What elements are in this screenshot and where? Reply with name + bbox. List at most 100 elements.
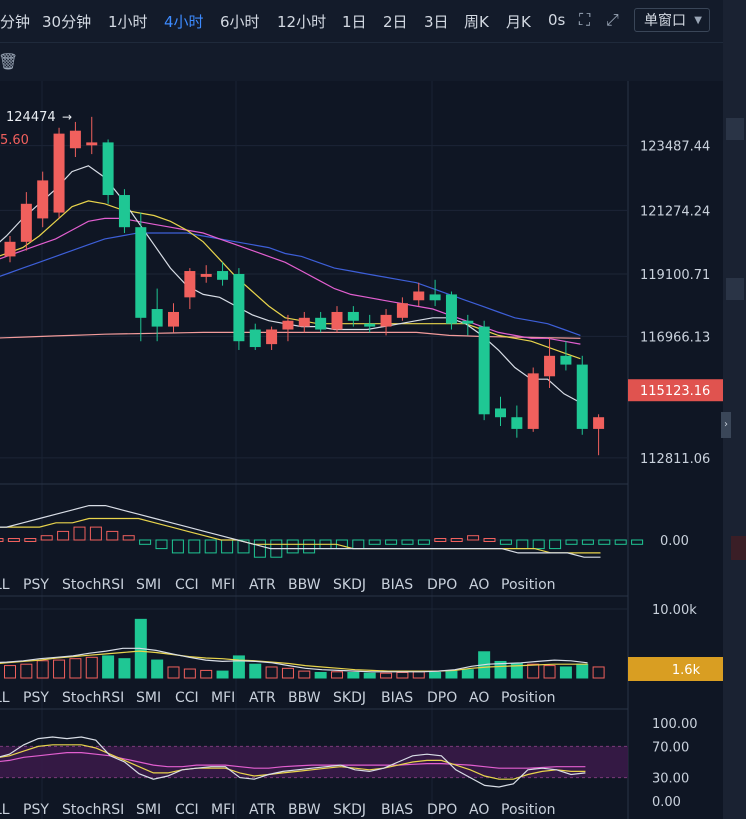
candle: [118, 189, 130, 234]
indicator-tab-position[interactable]: Position: [501, 690, 556, 706]
volume-bar: [102, 655, 115, 679]
window-mode-select[interactable]: 单窗口 ▼: [634, 8, 710, 32]
indicator-tab-dpo[interactable]: DPO: [427, 577, 457, 593]
indicator-tab-smi[interactable]: SMI: [136, 802, 161, 818]
indicator-tab-cci[interactable]: CCI: [175, 577, 199, 593]
indicator-tab-bias[interactable]: BIAS: [381, 577, 413, 593]
indicator-tab-psy[interactable]: PSY: [23, 577, 49, 593]
indicator-1-bar: [171, 539, 184, 554]
indicator-tab-bbw[interactable]: BBW: [288, 802, 321, 818]
indicator-tab-mfi[interactable]: MFI: [211, 802, 235, 818]
candle: [102, 139, 114, 204]
volume-yellow-line: [0, 650, 588, 672]
tab-timeframe-1h[interactable]: 1小时: [108, 13, 148, 31]
tab-timeframe-12h[interactable]: 12小时: [277, 13, 327, 31]
indicator-tab-stochrsi[interactable]: StochRSI: [62, 802, 124, 818]
candle-body: [151, 309, 163, 327]
indicator-1-bar: [7, 538, 20, 542]
indicator-tab-skdj[interactable]: SKDJ: [333, 577, 366, 593]
tab-timeframe-6h[interactable]: 6小时: [220, 13, 260, 31]
side-marker: [731, 536, 746, 560]
indicator-tab-cci[interactable]: CCI: [175, 802, 199, 818]
indicator-tab-ao[interactable]: AO: [469, 690, 489, 706]
indicator-tab-skdj[interactable]: SKDJ: [333, 802, 366, 818]
current-price-tag[interactable]: 115123.16: [628, 379, 723, 402]
indicator-tab-ll[interactable]: LL: [0, 577, 10, 593]
indicator-tab-stochrsi[interactable]: StochRSI: [62, 690, 124, 706]
candle: [151, 288, 163, 342]
indicator-3-pink-line: [0, 751, 586, 769]
indicator-tab-stochrsi[interactable]: StochRSI: [62, 577, 124, 593]
indicator-1-bar: [631, 539, 644, 545]
candle: [396, 297, 408, 321]
tab-timeframe-week[interactable]: 周K: [464, 13, 489, 31]
candle-body: [495, 408, 506, 418]
chevron-right-icon[interactable]: ›: [721, 412, 731, 438]
indicator-tab-atr[interactable]: ATR: [249, 577, 276, 593]
candle-body: [53, 133, 65, 213]
indicator-tab-dpo[interactable]: DPO: [427, 802, 457, 818]
indicator-tab-bias[interactable]: BIAS: [381, 690, 413, 706]
indicator-tab-skdj[interactable]: SKDJ: [333, 690, 366, 706]
indicator-tab-psy[interactable]: PSY: [23, 802, 49, 818]
candle-body: [331, 311, 343, 330]
volume-tag[interactable]: 1.6k: [628, 657, 723, 681]
indicator-tab-dpo[interactable]: DPO: [427, 690, 457, 706]
indicator-tab-cci[interactable]: CCI: [175, 690, 199, 706]
volume-bar: [576, 663, 589, 679]
indicator-1-bar: [499, 539, 512, 545]
candle: [462, 314, 474, 336]
indicator-1-bar: [401, 539, 414, 545]
candle: [380, 309, 392, 336]
candle: [364, 314, 376, 333]
candle-body: [282, 320, 294, 330]
indicator-1-bar: [139, 539, 152, 545]
candle-body: [396, 303, 408, 318]
tab-timeframe-2d[interactable]: 2日: [383, 13, 408, 31]
indicator-tab-mfi[interactable]: MFI: [211, 577, 235, 593]
indicator-tab-bbw[interactable]: BBW: [288, 577, 321, 593]
tab-timeframe-1d[interactable]: 1日: [342, 13, 367, 31]
volume-panel: 10.00k: [0, 603, 697, 679]
indicator-1-bar: [581, 539, 594, 545]
indicator-tab-ll[interactable]: LL: [0, 802, 10, 818]
indicator-tab-ll[interactable]: LL: [0, 690, 10, 706]
indicator-tab-atr[interactable]: ATR: [249, 690, 276, 706]
tab-timeframe-0s[interactable]: 0s: [548, 11, 566, 29]
indicator-1-bar: [155, 539, 168, 550]
tab-timeframe-30m[interactable]: 30分钟: [42, 13, 92, 31]
expand-icon[interactable]: ⤢: [606, 10, 619, 29]
indicator-tab-position[interactable]: Position: [501, 802, 556, 818]
fullscreen-icon[interactable]: ⛶: [579, 10, 591, 29]
trash-icon[interactable]: 🗑: [0, 52, 19, 71]
indicator-tab-mfi[interactable]: MFI: [211, 690, 235, 706]
indicator-tab-psy[interactable]: PSY: [23, 690, 49, 706]
candle: [527, 367, 539, 432]
candle: [347, 306, 359, 327]
tab-timeframe-month[interactable]: 月K: [506, 13, 531, 31]
candle: [233, 268, 245, 350]
indicator-tab-atr[interactable]: ATR: [249, 802, 276, 818]
volume-bar: [380, 672, 393, 679]
tab-timeframe-4h[interactable]: 4小时: [164, 13, 204, 31]
volume-bar: [543, 665, 556, 679]
indicator-tab-smi[interactable]: SMI: [136, 577, 161, 593]
indicator-tab-position[interactable]: Position: [501, 577, 556, 593]
candle-body: [200, 273, 212, 277]
indicator-1-bar: [598, 539, 611, 545]
indicator-tab-bbw[interactable]: BBW: [288, 690, 321, 706]
tab-timeframe-3d[interactable]: 3日: [424, 13, 449, 31]
candle-body: [462, 320, 474, 324]
indicator-tabs-2: LL PSY StochRSI SMI CCI MFI ATR BBW SKDJ BIAS DPO A…: [0, 690, 556, 706]
candle-body: [4, 241, 16, 257]
side-marker: [726, 278, 744, 300]
indicator-tab-ao[interactable]: AO: [469, 802, 489, 818]
indicator-tab-smi[interactable]: SMI: [136, 690, 161, 706]
tab-timeframe-minute[interactable]: 分钟: [0, 13, 31, 31]
chart-canvas[interactable]: 123487.44 121274.24 119100.71 116966.13 1128…: [0, 81, 723, 819]
volume-white-line: [0, 647, 588, 673]
indicator-tab-ao[interactable]: AO: [469, 577, 489, 593]
candle-body: [233, 273, 245, 342]
indicator-tab-bias[interactable]: BIAS: [381, 802, 413, 818]
indicator-1-tick-label: 0.00: [660, 534, 689, 549]
